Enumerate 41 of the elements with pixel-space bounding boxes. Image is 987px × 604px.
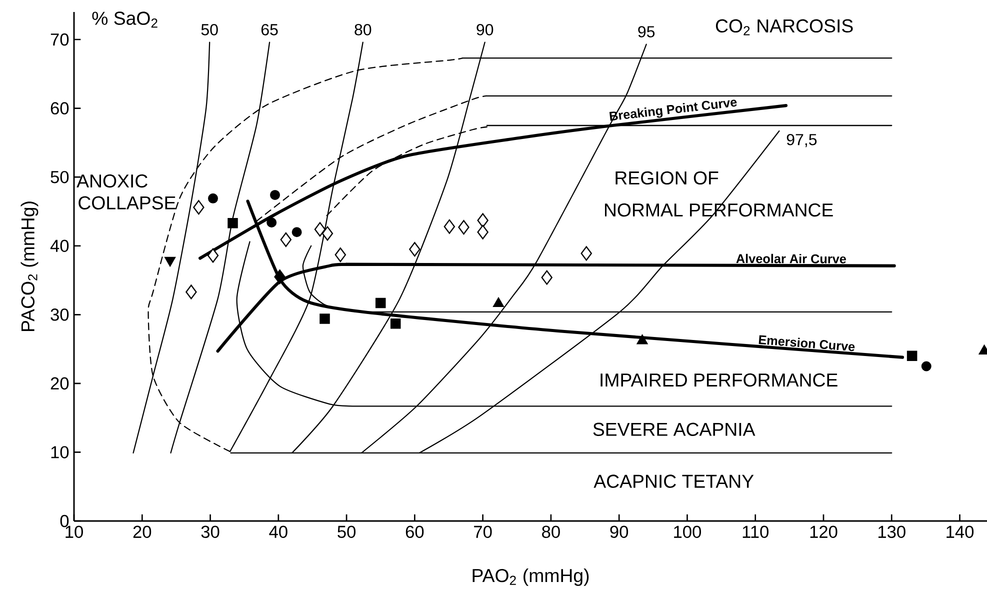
annotation: SEVERE ACAPNIA: [593, 422, 756, 436]
x-tick-label: 20: [133, 526, 152, 538]
y-tick-label: 60: [50, 102, 69, 114]
x-tick-label: 30: [201, 526, 220, 538]
series-label: 65: [261, 24, 278, 36]
y-tick-label: 50: [50, 170, 69, 184]
annotation: IMPAIRED PERFORMANCE: [600, 373, 838, 387]
y-tick-label: 70: [50, 33, 69, 46]
series-label: 97,5: [786, 134, 817, 148]
x-tick-label: 10: [66, 526, 83, 538]
series-label: Alveolar Air Curve: [736, 254, 846, 264]
annotation: CO$_{2}$ NARCOSIS: [716, 19, 853, 36]
x-tick-label: 100: [674, 526, 702, 538]
x-tick-label: 120: [810, 526, 838, 538]
annotation: REGION OF: [616, 171, 718, 185]
x-tick-label: 140: [946, 526, 974, 538]
x-tick-label: 110: [742, 526, 768, 538]
x-tick-label: 80: [542, 526, 560, 538]
y-tick-label: 30: [50, 308, 69, 321]
x-tick-label: 50: [338, 526, 356, 538]
x-tick-label: 60: [406, 526, 424, 538]
series-label: 90: [476, 24, 494, 36]
x-axis-title: PAO$_{2}$ (mmHg): [472, 568, 589, 586]
y-tick-label: 10: [51, 446, 69, 458]
x-tick-label: 130: [878, 526, 906, 538]
annotation: ANOXIC: [76, 174, 148, 188]
annotation: ACAPNIC TETANY: [594, 474, 754, 488]
series-label: 80: [354, 24, 372, 36]
y-tick-label: 0: [60, 514, 69, 528]
x-tick-label: 70: [474, 526, 492, 538]
y-axis-title: PACO$_{2}$ (mmHg): [20, 202, 38, 331]
series-label: Emersion Curve: [758, 335, 855, 352]
series-label: 95: [638, 26, 655, 38]
annotation: % SaO$_{2}$: [92, 12, 158, 28]
y-tick-label: 20: [50, 377, 69, 390]
annotation: COLLAPSE: [78, 196, 176, 210]
text: Breaking Point Curve: [609, 100, 737, 121]
x-tick-label: 40: [269, 526, 288, 538]
x-tick-label: 90: [610, 526, 628, 538]
series-label: 50: [201, 24, 218, 36]
y-tick-label: 40: [50, 240, 69, 252]
